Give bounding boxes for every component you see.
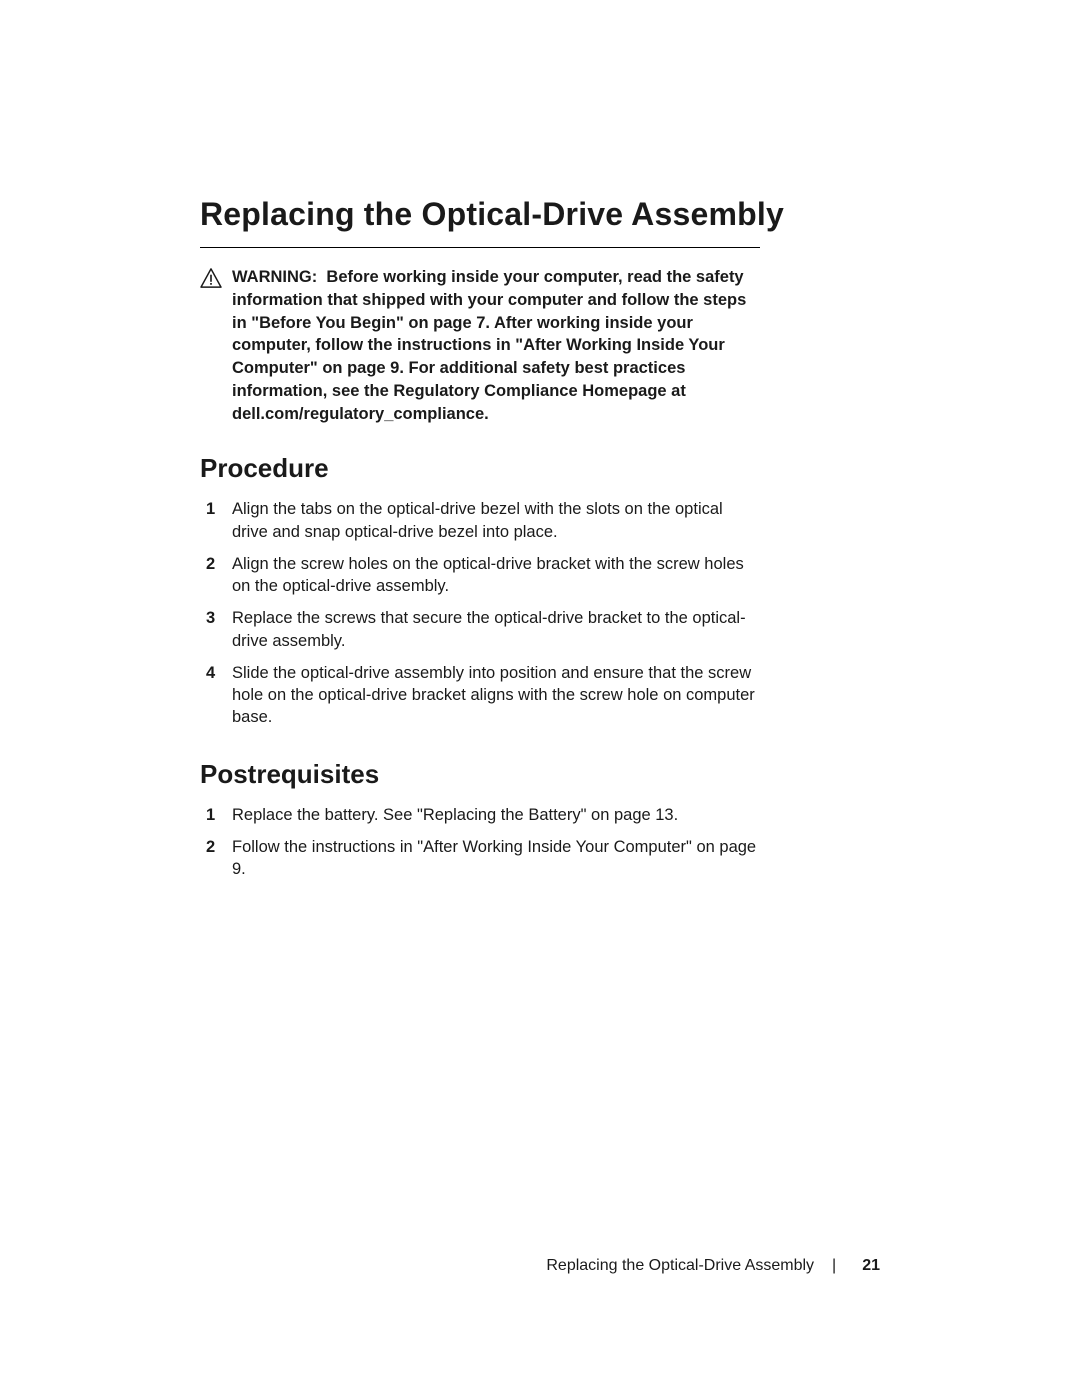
postrequisites-list: Replace the battery. See "Replacing the … bbox=[200, 804, 760, 881]
list-item: Align the screw holes on the optical-dri… bbox=[200, 553, 760, 598]
warning-body: Before working inside your computer, rea… bbox=[232, 268, 746, 423]
procedure-heading: Procedure bbox=[200, 453, 880, 484]
list-item: Follow the instructions in "After Workin… bbox=[200, 836, 760, 881]
page-footer: Replacing the Optical-Drive Assembly | 2… bbox=[546, 1257, 880, 1275]
list-item: Align the tabs on the optical-drive beze… bbox=[200, 498, 760, 543]
document-page: Replacing the Optical-Drive Assembly WAR… bbox=[0, 0, 1080, 1397]
warning-block: WARNING: Before working inside your comp… bbox=[200, 266, 760, 425]
list-item: Slide the optical-drive assembly into po… bbox=[200, 662, 760, 729]
warning-icon bbox=[200, 268, 222, 293]
warning-prefix: WARNING: bbox=[232, 268, 317, 286]
page-title: Replacing the Optical-Drive Assembly bbox=[200, 196, 880, 233]
footer-page-number: 21 bbox=[854, 1257, 880, 1275]
footer-separator: | bbox=[832, 1257, 836, 1275]
list-item: Replace the battery. See "Replacing the … bbox=[200, 804, 760, 826]
list-item: Replace the screws that secure the optic… bbox=[200, 607, 760, 652]
title-rule bbox=[200, 247, 760, 248]
procedure-list: Align the tabs on the optical-drive beze… bbox=[200, 498, 760, 728]
warning-text: WARNING: Before working inside your comp… bbox=[232, 266, 760, 425]
postrequisites-heading: Postrequisites bbox=[200, 759, 880, 790]
footer-title: Replacing the Optical-Drive Assembly bbox=[546, 1257, 814, 1275]
